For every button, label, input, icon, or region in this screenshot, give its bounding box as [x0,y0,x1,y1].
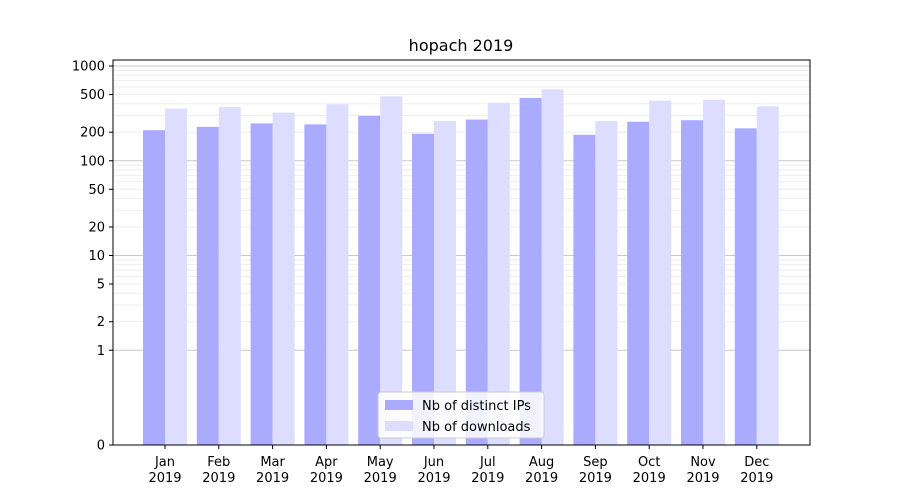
y-axis: 0 1 2 5 10 20 50 100 200 500 1000 [72,60,113,454]
bar-downloads-oct [649,100,672,445]
bar-downloads-apr [326,104,349,446]
x-tick-label-year: 2019 [310,471,343,486]
x-tick-label-month: Apr [315,455,338,470]
x-tick-label-month: Sep [583,455,608,470]
x-axis: Jan2019Feb2019Mar2019Apr2019May2019Jun20… [148,445,773,486]
x-tick-label-month: Jan [154,455,175,470]
x-tick-label-year: 2019 [471,471,504,486]
bar-downloads-aug [541,89,564,445]
y-tick-label: 500 [80,88,105,103]
bar-downloads-sep [595,121,618,445]
x-tick-label-month: Dec [744,455,769,470]
bar-downloads-mar [272,112,295,446]
chart-title: hopach 2019 [409,36,514,55]
x-tick-label-year: 2019 [417,471,450,486]
y-tick-label: 1 [97,344,105,359]
legend-swatch-1 [385,421,413,431]
x-tick-label-year: 2019 [525,471,558,486]
y-tick-label: 10 [88,249,105,264]
bar-ips-nov [681,120,703,445]
bar-downloads-jul [487,102,510,446]
y-tick-label: 200 [80,126,105,141]
bar-ips-jul [465,119,488,446]
bar-ips-may [358,115,381,446]
y-tick-label: 20 [88,220,105,235]
legend: Nb of distinct IPs Nb of downloads [377,391,545,439]
x-tick-label-year: 2019 [633,471,666,486]
x-tick-label-year: 2019 [256,471,289,486]
y-tick-label: 5 [97,278,105,293]
bar-ips-feb [196,126,219,446]
bar-ips-jun [412,133,434,445]
bar-downloads-jun [434,121,456,445]
plot-frame [112,59,811,446]
legend-label-0: Nb of distinct IPs [422,399,531,414]
x-tick-label-month: Jun [423,455,444,470]
x-tick-label-month: Mar [260,455,285,470]
x-tick-label-year: 2019 [202,471,235,486]
y-tick-label: 50 [88,183,105,198]
x-tick-label-month: May [367,455,394,470]
x-tick-label-year: 2019 [740,471,773,486]
x-tick-label-year: 2019 [686,471,719,486]
bar-ips-apr [304,124,327,446]
bar-downloads-dec [756,106,779,445]
bar-ips-mar [250,123,273,445]
x-tick-label-month: Oct [638,455,660,470]
bar-ips-jan [143,130,165,445]
bar-ips-oct [627,121,650,446]
y-tick-label: 1000 [72,60,105,75]
y-tick-label: 100 [80,154,105,169]
legend-swatch-0 [385,400,413,410]
legend-label-1: Nb of downloads [422,420,531,435]
x-tick-label-year: 2019 [148,471,181,486]
x-tick-label-month: Aug [529,455,554,470]
bar-downloads-may [380,96,403,445]
bar-ips-dec [734,128,757,445]
y-tick-label: 0 [97,439,105,454]
x-tick-label-month: Jul [479,455,496,470]
bar-ips-sep [573,134,596,445]
x-tick-label-month: Nov [690,455,716,470]
bar-downloads-jan [165,108,187,446]
bars-layer [143,89,779,446]
bar-downloads-nov [703,99,725,445]
x-tick-label-month: Feb [207,455,230,470]
x-tick-label-year: 2019 [579,471,612,486]
bar-downloads-feb [218,107,241,445]
legend-box [377,391,545,439]
x-tick-label-year: 2019 [364,471,397,486]
y-tick-label: 2 [97,315,105,330]
bar-ips-aug [519,97,542,445]
